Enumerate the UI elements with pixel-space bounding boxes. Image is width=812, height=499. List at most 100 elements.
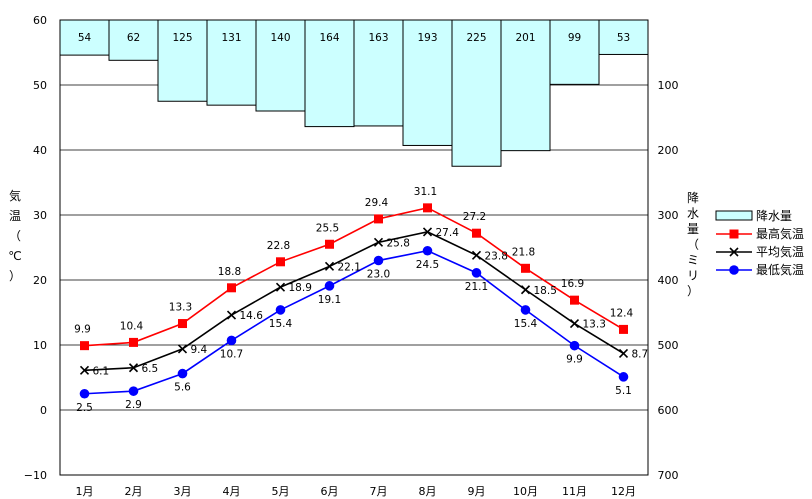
x-tick-label: 1月 — [76, 485, 94, 498]
data-label: 21.1 — [465, 281, 488, 293]
legend-marker — [729, 247, 739, 257]
left-tick-label: 10 — [33, 339, 47, 352]
data-point — [374, 214, 383, 224]
legend-label: 最低気温 — [756, 262, 804, 277]
axis-title-glyph: 温 — [9, 209, 21, 223]
data-point — [128, 386, 139, 396]
data-label: 14.6 — [240, 310, 264, 322]
data-label: 25.5 — [316, 222, 339, 234]
precipitation-labels: 54 62 125 131 140 164 163 193 225 201 99 53 — [78, 32, 630, 44]
data-point — [128, 363, 139, 373]
data-point — [521, 263, 530, 273]
data-label: 24.5 — [416, 259, 439, 271]
legend-swatch-precipitation — [715, 210, 753, 221]
left-axis-ticks: −10 0 10 20 30 40 50 60 — [24, 14, 47, 482]
precipitation-bar — [304, 19, 355, 128]
data-label: 19.1 — [318, 294, 341, 306]
left-axis-title: 気温 （ ℃ ） — [8, 188, 21, 283]
precipitation-bar — [353, 19, 404, 127]
data-label: 31.1 — [414, 186, 437, 198]
series-line — [84, 207, 624, 347]
right-tick-label: 600 — [658, 404, 679, 417]
right-tick-label: 100 — [658, 79, 679, 92]
precipitation-value: 62 — [127, 32, 140, 44]
axis-title-glyph: ） — [9, 269, 21, 283]
precipitation-bar — [549, 19, 600, 85]
temperature-labels: 9.9 10.4 13.3 18.8 22.8 25.5 29.4 31.1 27.2 21.8 1… — [74, 186, 648, 414]
data-label: 29.4 — [365, 197, 389, 209]
precipitation-value: 163 — [368, 32, 388, 44]
legend-label: 降水量 — [756, 209, 792, 223]
precipitation-value: 193 — [417, 32, 437, 44]
right-tick-label: 400 — [658, 274, 679, 287]
data-label: 13.3 — [583, 319, 606, 331]
data-point — [226, 310, 237, 320]
data-point — [520, 285, 531, 295]
legend-label: 最高気温 — [756, 226, 804, 241]
data-point — [275, 305, 286, 315]
data-label: 9.4 — [191, 344, 208, 356]
data-point — [423, 203, 432, 213]
x-tick-label: 10月 — [513, 485, 538, 498]
data-point — [325, 239, 334, 249]
axis-title-glyph: ミ — [687, 253, 699, 267]
data-label: 23.0 — [367, 269, 390, 281]
right-axis-ticks: 100 200 300 400 500 600 700 — [658, 79, 679, 482]
right-tick-label: 300 — [658, 209, 679, 222]
x-tick-label: 11月 — [562, 485, 587, 498]
data-point — [177, 344, 188, 354]
axis-title-glyph: 水 — [687, 207, 699, 221]
x-tick-label: 8月 — [419, 485, 437, 498]
precipitation-bar — [500, 19, 551, 152]
precipitation-value: 54 — [78, 32, 92, 44]
left-tick-label: 0 — [40, 404, 47, 417]
right-axis-title-text: 降水量 （ミリ） — [687, 191, 699, 298]
axis-title-glyph: 気 — [9, 188, 21, 203]
left-tick-label: −10 — [24, 469, 47, 482]
data-point — [177, 368, 188, 379]
data-label: 15.4 — [514, 318, 538, 330]
data-point — [129, 337, 138, 347]
temperature-lines — [79, 203, 629, 399]
data-point — [618, 348, 629, 359]
right-tick-label: 500 — [658, 339, 679, 352]
data-label: 16.9 — [561, 278, 584, 290]
precipitation-value: 53 — [617, 32, 630, 44]
precipitation-bar — [598, 19, 649, 55]
data-label: 23.8 — [485, 250, 508, 262]
data-point — [422, 227, 433, 237]
axis-title-glyph: 降 — [687, 191, 699, 205]
data-label: 10.7 — [220, 348, 243, 360]
axis-title-glyph: ℃ — [8, 249, 21, 263]
data-point — [472, 228, 481, 238]
data-point — [373, 255, 384, 266]
data-label: 2.5 — [76, 402, 93, 414]
x-axis-ticks: 1月 2月 3月 4月 5月 6月 7月 8月 9月 10月 11月 12月 — [76, 485, 637, 498]
x-tick-label: 6月 — [321, 485, 339, 498]
data-label: 22.1 — [338, 261, 361, 273]
precipitation-value: 201 — [515, 32, 535, 44]
x-tick-label: 4月 — [223, 485, 241, 498]
data-label: 27.2 — [463, 211, 486, 223]
left-tick-label: 20 — [33, 274, 47, 287]
x-tick-label: 7月 — [370, 485, 388, 498]
data-point — [569, 340, 580, 351]
precipitation-value: 99 — [568, 32, 581, 44]
data-point — [276, 257, 285, 267]
right-tick-label: 700 — [658, 469, 679, 482]
data-label: 15.4 — [269, 318, 293, 330]
series-line — [84, 231, 624, 372]
data-point — [569, 318, 580, 329]
x-tick-label: 9月 — [468, 485, 486, 498]
data-label: 9.9 — [566, 354, 583, 366]
axis-title-glyph: ） — [687, 284, 699, 298]
data-label: 6.5 — [142, 363, 159, 375]
x-tick-label: 12月 — [611, 485, 636, 498]
precipitation-value: 131 — [221, 32, 241, 44]
left-tick-label: 40 — [33, 144, 47, 157]
data-point — [275, 282, 286, 292]
left-axis-title-text: 気温 （ ℃ ） — [8, 188, 21, 283]
data-point — [80, 341, 89, 351]
